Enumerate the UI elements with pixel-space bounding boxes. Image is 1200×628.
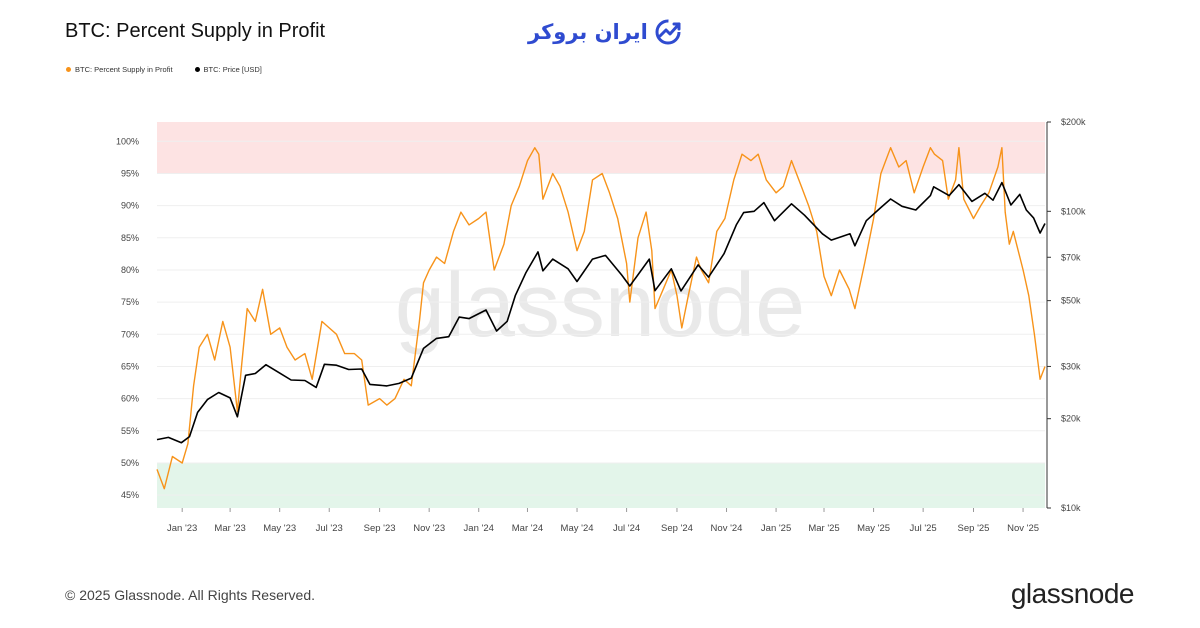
x-tick-label: Jul '24 [613, 523, 640, 534]
series-line-supply-in-profit [156, 146, 1046, 490]
growth-chart-icon [655, 19, 681, 45]
legend-item-price[interactable]: BTC: Price [USD] [194, 65, 262, 74]
y-right-tick-label: $70k [1061, 252, 1081, 262]
y-left-tick-label: 45% [121, 490, 139, 500]
y-right-tick-label: $100k [1061, 206, 1086, 216]
y-right-tick-label: $30k [1061, 361, 1081, 371]
x-tick-label: Mar '25 [808, 523, 839, 534]
legend-dot-supply [66, 67, 71, 72]
y-left-tick-label: 80% [121, 265, 139, 275]
low-profit-band [157, 462, 1045, 508]
brand-text: ایران بروکر [528, 20, 648, 44]
y-left-tick-label: 65% [121, 361, 139, 371]
x-tick-label: Jan '25 [761, 523, 791, 534]
x-tick-label: Jul '23 [316, 523, 343, 534]
legend-item-supply[interactable]: BTC: Percent Supply in Profit [66, 65, 173, 74]
x-tick-label: Nov '23 [413, 523, 445, 534]
y-right-tick-label: $200k [1061, 117, 1086, 127]
y-right-tick-label: $10k [1061, 503, 1081, 513]
glassnode-logo: glassnode [1010, 578, 1135, 609]
y-right-tick-label: $20k [1061, 414, 1081, 424]
legend-label-price: BTC: Price [USD] [203, 65, 262, 74]
x-tick-label: May '25 [857, 523, 890, 534]
y-left-tick-label: 55% [121, 426, 139, 436]
x-tick-label: Jul '25 [910, 523, 937, 534]
x-tick-label: Mar '23 [214, 523, 245, 534]
x-tick-label: Jan '23 [167, 523, 197, 534]
x-tick-label: Nov '25 [1007, 523, 1039, 534]
legend-label-supply: BTC: Percent Supply in Profit [75, 65, 173, 74]
y-left-tick-label: 75% [121, 297, 139, 307]
y-left-tick-label: 70% [121, 329, 139, 339]
copyright-text: © 2025 Glassnode. All Rights Reserved. [65, 587, 316, 603]
iranbroker-logo: ایران بروکر [528, 18, 684, 46]
x-tick-label: May '23 [263, 523, 296, 534]
legend-dot-price [194, 67, 200, 72]
y-right-tick-label: $50k [1061, 296, 1081, 306]
x-tick-label: Sep '23 [364, 523, 396, 534]
y-left-tick-label: 60% [121, 394, 139, 404]
series-line-btc-price [156, 181, 1046, 444]
x-tick-label: Sep '25 [958, 523, 990, 534]
x-tick-label: Nov '24 [711, 523, 743, 534]
y-left-tick-label: 50% [121, 458, 139, 468]
chart-legend: BTC: Percent Supply in Profit BTC: Price… [66, 65, 262, 74]
y-left-tick-label: 90% [121, 201, 139, 211]
y-left-tick-label: 85% [121, 233, 139, 243]
x-tick-label: Sep '24 [661, 523, 693, 534]
high-profit-band [157, 122, 1045, 174]
y-left-tick-label: 95% [121, 168, 139, 178]
chart-title: BTC: Percent Supply in Profit [65, 20, 326, 42]
glassnode-watermark: glassnode [395, 256, 805, 356]
x-tick-label: May '24 [561, 523, 594, 534]
y-left-tick-label: 100% [116, 136, 139, 146]
x-tick-label: Mar '24 [512, 523, 543, 534]
x-tick-label: Jan '24 [464, 523, 494, 534]
